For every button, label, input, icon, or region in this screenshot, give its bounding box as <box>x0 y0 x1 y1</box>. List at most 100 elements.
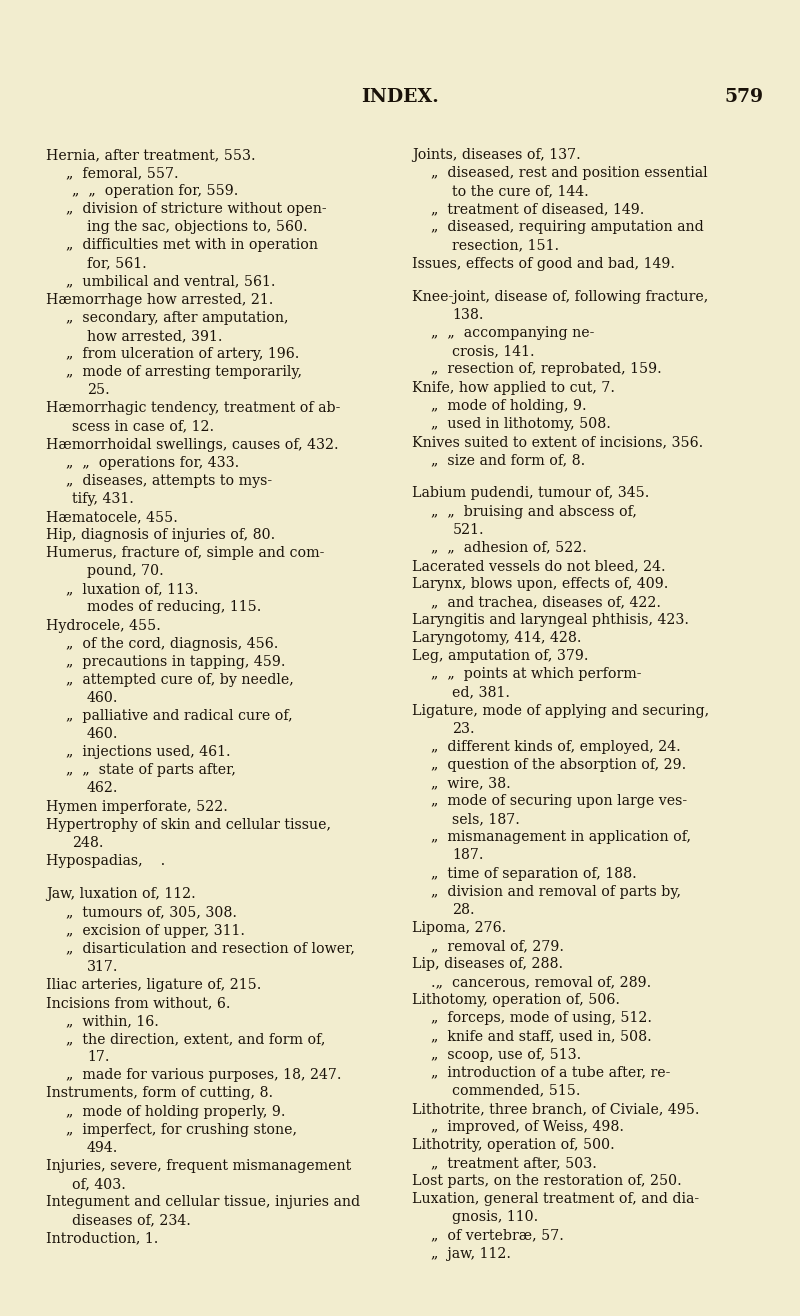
Text: „  different kinds of, employed, 24.: „ different kinds of, employed, 24. <box>431 740 681 754</box>
Text: „  and trachea, diseases of, 422.: „ and trachea, diseases of, 422. <box>431 595 662 609</box>
Text: modes of reducing, 115.: modes of reducing, 115. <box>87 600 262 615</box>
Text: „  from ulceration of artery, 196.: „ from ulceration of artery, 196. <box>66 347 299 361</box>
Text: 28.: 28. <box>453 903 475 917</box>
Text: „  wire, 38.: „ wire, 38. <box>431 776 511 790</box>
Text: Hæmorrhage how arrested, 21.: Hæmorrhage how arrested, 21. <box>46 292 274 307</box>
Text: 579: 579 <box>725 88 764 107</box>
Text: Lipoma, 276.: Lipoma, 276. <box>412 921 506 934</box>
Text: Knife, how applied to cut, 7.: Knife, how applied to cut, 7. <box>412 380 615 395</box>
Text: „  of the cord, diagnosis, 456.: „ of the cord, diagnosis, 456. <box>66 637 278 650</box>
Text: 248.: 248. <box>72 836 103 850</box>
Text: „  introduction of a tube after, re-: „ introduction of a tube after, re- <box>431 1066 670 1079</box>
Text: Issues, effects of good and bad, 149.: Issues, effects of good and bad, 149. <box>412 257 675 271</box>
Text: Hæmatocele, 455.: Hæmatocele, 455. <box>46 511 178 524</box>
Text: 460.: 460. <box>87 691 118 705</box>
Text: sels, 187.: sels, 187. <box>453 812 520 826</box>
Text: crosis, 141.: crosis, 141. <box>453 345 535 358</box>
Text: „  diseases, attempts to mys-: „ diseases, attempts to mys- <box>66 474 272 488</box>
Text: „  diseased, requiring amputation and: „ diseased, requiring amputation and <box>431 220 704 234</box>
Text: Lithotomy, operation of, 506.: Lithotomy, operation of, 506. <box>412 994 620 1007</box>
Text: Lithotrity, operation of, 500.: Lithotrity, operation of, 500. <box>412 1138 614 1152</box>
Text: Lost parts, on the restoration of, 250.: Lost parts, on the restoration of, 250. <box>412 1174 682 1188</box>
Text: Hymen imperforate, 522.: Hymen imperforate, 522. <box>46 800 228 813</box>
Text: Lip, diseases of, 288.: Lip, diseases of, 288. <box>412 957 563 971</box>
Text: „  luxation of, 113.: „ luxation of, 113. <box>66 583 198 596</box>
Text: Luxation, general treatment of, and dia-: Luxation, general treatment of, and dia- <box>412 1192 699 1207</box>
Text: „  „  adhesion of, 522.: „ „ adhesion of, 522. <box>431 541 587 555</box>
Text: diseases of, 234.: diseases of, 234. <box>72 1213 190 1228</box>
Text: „  imperfect, for crushing stone,: „ imperfect, for crushing stone, <box>66 1123 297 1137</box>
Text: Lacerated vessels do not bleed, 24.: Lacerated vessels do not bleed, 24. <box>412 559 666 572</box>
Text: „  within, 16.: „ within, 16. <box>66 1015 158 1028</box>
Text: 521.: 521. <box>453 522 484 537</box>
Text: Hydrocele, 455.: Hydrocele, 455. <box>46 619 162 633</box>
Text: „  division and removal of parts by,: „ division and removal of parts by, <box>431 884 682 899</box>
Text: gnosis, 110.: gnosis, 110. <box>453 1211 538 1224</box>
Text: „  tumours of, 305, 308.: „ tumours of, 305, 308. <box>66 905 237 920</box>
Text: „  jaw, 112.: „ jaw, 112. <box>431 1246 511 1261</box>
Text: Introduction, 1.: Introduction, 1. <box>46 1232 158 1245</box>
Text: Knee-joint, disease of, following fracture,: Knee-joint, disease of, following fractu… <box>412 290 708 304</box>
Text: Iliac arteries, ligature of, 215.: Iliac arteries, ligature of, 215. <box>46 978 262 992</box>
Text: Jaw, luxation of, 112.: Jaw, luxation of, 112. <box>46 887 196 901</box>
Text: „  palliative and radical cure of,: „ palliative and radical cure of, <box>66 709 292 722</box>
Text: Injuries, severe, frequent mismanagement: Injuries, severe, frequent mismanagement <box>46 1159 352 1173</box>
Text: „  umbilical and ventral, 561.: „ umbilical and ventral, 561. <box>66 275 275 288</box>
Text: „  mode of securing upon large ves-: „ mode of securing upon large ves- <box>431 794 687 808</box>
Text: „  „  operation for, 559.: „ „ operation for, 559. <box>72 184 238 199</box>
Text: „  treatment after, 503.: „ treatment after, 503. <box>431 1157 598 1170</box>
Text: resection, 151.: resection, 151. <box>453 238 560 253</box>
Text: „  question of the absorption of, 29.: „ question of the absorption of, 29. <box>431 758 686 772</box>
Text: 138.: 138. <box>453 308 484 322</box>
Text: „  time of separation of, 188.: „ time of separation of, 188. <box>431 866 637 880</box>
Text: „  resection of, reprobated, 159.: „ resection of, reprobated, 159. <box>431 362 662 376</box>
Text: „  „  bruising and abscess of,: „ „ bruising and abscess of, <box>431 504 638 519</box>
Text: Humerus, fracture of, simple and com-: Humerus, fracture of, simple and com- <box>46 546 325 561</box>
Text: „  treatment of diseased, 149.: „ treatment of diseased, 149. <box>431 203 645 216</box>
Text: Hip, diagnosis of injuries of, 80.: Hip, diagnosis of injuries of, 80. <box>46 528 276 542</box>
Text: .„  cancerous, removal of, 289.: .„ cancerous, removal of, 289. <box>431 975 652 990</box>
Text: 187.: 187. <box>453 849 484 862</box>
Text: Laryngotomy, 414, 428.: Laryngotomy, 414, 428. <box>412 632 582 645</box>
Text: INDEX.: INDEX. <box>361 88 439 107</box>
Text: „  attempted cure of, by needle,: „ attempted cure of, by needle, <box>66 672 294 687</box>
Text: Hypertrophy of skin and cellular tissue,: Hypertrophy of skin and cellular tissue, <box>46 817 331 832</box>
Text: Larynx, blows upon, effects of, 409.: Larynx, blows upon, effects of, 409. <box>412 576 668 591</box>
Text: „  femoral, 557.: „ femoral, 557. <box>66 166 178 180</box>
Text: „  excision of upper, 311.: „ excision of upper, 311. <box>66 924 245 937</box>
Text: Incisions from without, 6.: Incisions from without, 6. <box>46 996 231 1009</box>
Text: „  made for various purposes, 18, 247.: „ made for various purposes, 18, 247. <box>66 1069 342 1082</box>
Text: „  size and form of, 8.: „ size and form of, 8. <box>431 453 586 467</box>
Text: Leg, amputation of, 379.: Leg, amputation of, 379. <box>412 649 589 663</box>
Text: „  mismanagement in application of,: „ mismanagement in application of, <box>431 830 691 845</box>
Text: ing the sac, objections to, 560.: ing the sac, objections to, 560. <box>87 220 307 234</box>
Text: „  secondary, after amputation,: „ secondary, after amputation, <box>66 311 288 325</box>
Text: „  disarticulation and resection of lower,: „ disarticulation and resection of lower… <box>66 942 354 955</box>
Text: „  diseased, rest and position essential: „ diseased, rest and position essential <box>431 166 708 180</box>
Text: „  injections used, 461.: „ injections used, 461. <box>66 745 230 759</box>
Text: „  mode of holding properly, 9.: „ mode of holding properly, 9. <box>66 1104 286 1119</box>
Text: Instruments, form of cutting, 8.: Instruments, form of cutting, 8. <box>46 1087 274 1100</box>
Text: „  „  points at which perform-: „ „ points at which perform- <box>431 667 642 682</box>
Text: how arrested, 391.: how arrested, 391. <box>87 329 222 343</box>
Text: 317.: 317. <box>87 959 118 974</box>
Text: „  improved, of Weiss, 498.: „ improved, of Weiss, 498. <box>431 1120 624 1134</box>
Text: 462.: 462. <box>87 782 118 795</box>
Text: ed, 381.: ed, 381. <box>453 686 510 700</box>
Text: Labium pudendi, tumour of, 345.: Labium pudendi, tumour of, 345. <box>412 487 650 500</box>
Text: tify, 431.: tify, 431. <box>72 492 134 505</box>
Text: Hernia, after treatment, 553.: Hernia, after treatment, 553. <box>46 147 256 162</box>
Text: of, 403.: of, 403. <box>72 1177 126 1191</box>
Text: „  used in lithotomy, 508.: „ used in lithotomy, 508. <box>431 417 611 430</box>
Text: „  forceps, mode of using, 512.: „ forceps, mode of using, 512. <box>431 1012 652 1025</box>
Text: Integument and cellular tissue, injuries and: Integument and cellular tissue, injuries… <box>46 1195 361 1209</box>
Text: „  „  accompanying ne-: „ „ accompanying ne- <box>431 326 594 341</box>
Text: „  knife and staff, used in, 508.: „ knife and staff, used in, 508. <box>431 1029 652 1044</box>
Text: Hæmorrhagic tendency, treatment of ab-: Hæmorrhagic tendency, treatment of ab- <box>46 401 341 416</box>
Text: „  mode of holding, 9.: „ mode of holding, 9. <box>431 399 587 413</box>
Text: Lithotrite, three branch, of Civiale, 495.: Lithotrite, three branch, of Civiale, 49… <box>412 1101 699 1116</box>
Text: „  precautions in tapping, 459.: „ precautions in tapping, 459. <box>66 655 286 669</box>
Text: 494.: 494. <box>87 1141 118 1154</box>
Text: Ligature, mode of applying and securing,: Ligature, mode of applying and securing, <box>412 704 709 717</box>
Text: Laryngitis and laryngeal phthisis, 423.: Laryngitis and laryngeal phthisis, 423. <box>412 613 689 628</box>
